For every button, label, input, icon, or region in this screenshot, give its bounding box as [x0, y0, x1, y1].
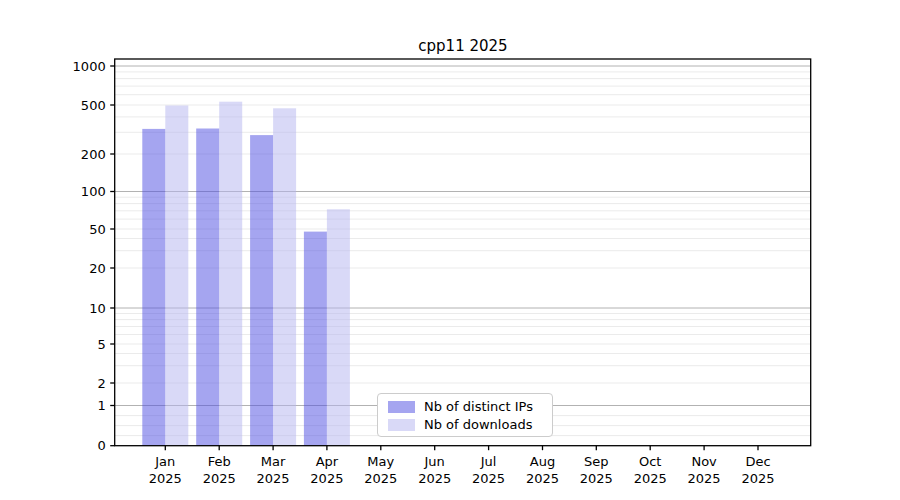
x-tick-label-month: May: [367, 454, 394, 469]
y-tick-label: 20: [89, 261, 106, 276]
y-tick-label: 5: [97, 337, 105, 352]
x-tick-label-month: Jul: [480, 454, 497, 469]
y-tick-label: 0: [97, 438, 105, 453]
y-tick-label: 2: [97, 376, 105, 391]
x-tick-label-month: Nov: [691, 454, 717, 469]
x-tick-label-month: Feb: [208, 454, 231, 469]
y-tick-label: 100: [81, 184, 106, 199]
bar-downloads-jan: [165, 106, 188, 446]
x-axis-ticks: Jan 2025 Feb 2025 Mar 2025 Apr 2025 May 2025 Jun 20…: [149, 446, 775, 486]
bar-ips-feb: [196, 129, 219, 446]
y-tick-label: 1: [97, 398, 105, 413]
y-tick-label: 500: [81, 98, 106, 113]
x-tick-label-year: 2025: [580, 471, 613, 486]
bar-ips-jan: [142, 129, 165, 446]
bars-layer: [142, 102, 350, 446]
x-tick-label-year: 2025: [688, 471, 721, 486]
x-tick-label-month: Apr: [316, 454, 339, 469]
y-tick-label: 200: [81, 147, 106, 162]
x-tick-label-year: 2025: [472, 471, 505, 486]
x-tick-label-year: 2025: [741, 471, 774, 486]
legend-label-distinct-ips: Nb of distinct IPs: [424, 398, 533, 416]
x-tick-label-month: Aug: [530, 454, 555, 469]
y-tick-label: 10: [89, 301, 106, 316]
bar-ips-mar: [250, 135, 273, 446]
x-tick-label-month: Oct: [639, 454, 661, 469]
x-tick-label-year: 2025: [364, 471, 397, 486]
legend-box: Nb of distinct IPs Nb of downloads: [377, 393, 553, 437]
x-tick-label-year: 2025: [149, 471, 182, 486]
bar-downloads-mar: [273, 108, 296, 445]
y-axis-ticks: 0 1 2 5 10 20 50 100 200 500 1000: [73, 59, 115, 454]
x-tick-label-month: Jan: [154, 454, 175, 469]
x-tick-label-month: Mar: [261, 454, 286, 469]
y-tick-label: 50: [89, 222, 106, 237]
legend-item-downloads: Nb of downloads: [378, 416, 552, 434]
legend-swatch-downloads: [388, 419, 415, 431]
x-tick-label-month: Dec: [745, 454, 770, 469]
x-tick-label-year: 2025: [203, 471, 236, 486]
x-tick-label-month: Sep: [584, 454, 609, 469]
chart-title: cpp11 2025: [115, 37, 811, 55]
x-tick-label-year: 2025: [418, 471, 451, 486]
legend-swatch-distinct-ips: [388, 401, 415, 413]
bar-downloads-apr: [327, 209, 350, 445]
bar-ips-apr: [304, 232, 327, 446]
x-tick-label-month: Jun: [424, 454, 445, 469]
y-tick-label: 1000: [73, 59, 106, 74]
legend-item-distinct-ips: Nb of distinct IPs: [378, 398, 552, 416]
x-tick-label-year: 2025: [310, 471, 343, 486]
x-tick-label-year: 2025: [634, 471, 667, 486]
bar-downloads-feb: [219, 102, 242, 446]
chart-figure: 0 1 2 5 10 20 50 100 200 500 1000 Jan 2025 Feb 2025 Mar…: [0, 0, 900, 500]
x-tick-label-year: 2025: [526, 471, 559, 486]
x-tick-label-year: 2025: [257, 471, 290, 486]
legend-label-downloads: Nb of downloads: [424, 416, 532, 434]
